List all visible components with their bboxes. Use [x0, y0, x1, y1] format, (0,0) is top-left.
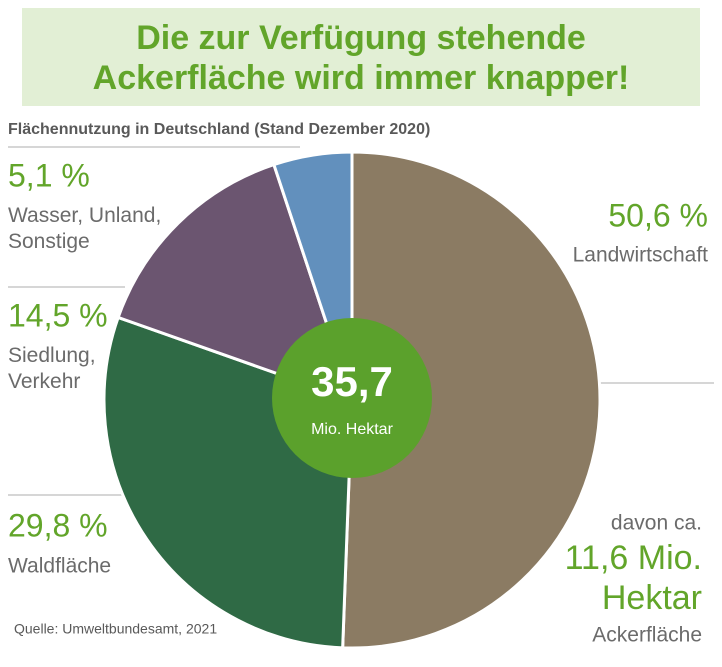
pie-slice [341, 150, 602, 650]
value-label: 29,8 % [8, 507, 108, 543]
annotation-value: 11,6 Mio. Hektar [565, 539, 702, 617]
annotation-label: Ackerfläche [592, 624, 702, 647]
annotation-intro: davon ca. [611, 512, 702, 535]
source: Quelle: Umweltbundesamt, 2021 [14, 621, 217, 637]
value-label: 5,1 % [8, 157, 90, 193]
center-circle [272, 318, 432, 478]
category-label: Wasser, Unland, Sonstige [8, 204, 161, 253]
category-label: Landwirtschaft [573, 244, 709, 267]
value-label: 50,6 % [608, 197, 708, 233]
value-label: 14,5 % [8, 297, 108, 333]
center-value: 35,7 [311, 358, 393, 405]
center-unit: Mio. Hektar [311, 421, 393, 438]
pie-slice [116, 162, 355, 403]
category-label: Waldfläche [8, 555, 111, 578]
subtitle: Flächennutzung in Deutschland (Stand Dez… [8, 121, 430, 138]
title-box [22, 8, 700, 106]
chart-title: Die zur Verfügung stehende Ackerfläche wi… [93, 19, 630, 97]
category-label: Siedlung, Verkehr [8, 344, 96, 393]
